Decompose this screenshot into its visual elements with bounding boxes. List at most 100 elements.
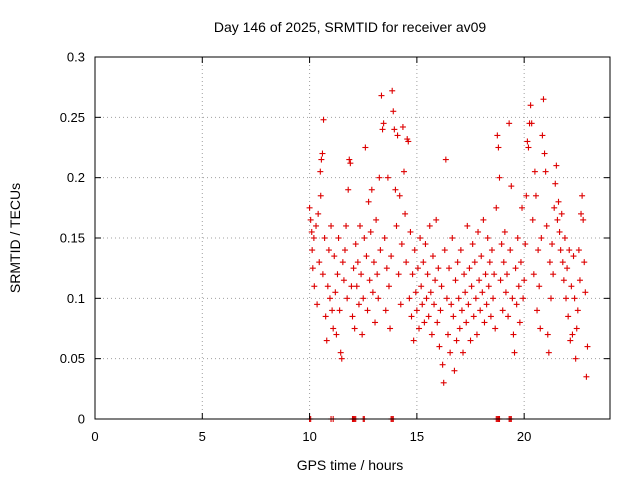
data-point: [358, 271, 365, 278]
data-point: [372, 319, 379, 326]
data-point: [486, 259, 493, 266]
x-axis-label: GPS time / hours: [297, 457, 404, 473]
data-point: [539, 132, 546, 139]
data-point: [427, 289, 434, 296]
data-point: [537, 325, 544, 332]
data-point: [383, 265, 390, 272]
data-point: [422, 241, 429, 248]
data-point: [521, 277, 528, 284]
data-point: [392, 186, 399, 193]
data-point: [575, 247, 582, 254]
data-point: [569, 331, 576, 338]
data-point: [555, 198, 562, 205]
data-point: [547, 295, 554, 302]
data-point: [444, 331, 451, 338]
data-point: [353, 283, 360, 290]
data-point: [340, 277, 347, 284]
data-point: [514, 235, 521, 241]
data-point: [334, 271, 341, 278]
data-point: [361, 235, 368, 241]
data-point: [475, 228, 482, 235]
data-point: [512, 265, 519, 272]
data-point: [476, 277, 483, 284]
y-tick-label: 0.15: [60, 231, 85, 246]
data-point: [570, 253, 577, 260]
data-point: [527, 102, 534, 109]
data-point: [363, 253, 370, 260]
data-point: [333, 331, 340, 338]
data-point: [542, 168, 549, 175]
data-point: [397, 301, 404, 308]
data-point: [440, 379, 447, 386]
chart-title: Day 146 of 2025, SRMTID for receiver av0…: [214, 19, 487, 35]
axis-ticks: 0 5 10 15 20 0 0.05 0.1 0.15 0.2 0.25 0.3: [60, 50, 610, 444]
data-point: [484, 235, 491, 241]
data-point: [431, 301, 438, 308]
data-point: [554, 216, 561, 223]
data-point: [311, 283, 318, 290]
data-point: [574, 307, 581, 314]
data-point: [313, 222, 320, 229]
data-point: [524, 138, 531, 145]
data-point: [349, 313, 356, 320]
data-point: [558, 210, 565, 217]
data-point: [318, 156, 325, 163]
data-point: [473, 331, 480, 338]
data-point: [316, 259, 323, 266]
data-point: [402, 210, 409, 217]
data-point: [544, 331, 551, 338]
x-tick-label: 10: [302, 429, 316, 444]
data-point: [581, 259, 588, 266]
data-point: [389, 87, 396, 94]
data-point: [307, 216, 314, 223]
data-point: [425, 313, 432, 320]
data-point: [408, 313, 415, 320]
data-point: [579, 192, 586, 199]
data-point: [467, 337, 474, 344]
data-point: [580, 216, 587, 223]
data-point: [540, 96, 547, 103]
x-tick-label: 5: [199, 429, 206, 444]
data-point: [323, 337, 330, 344]
data-point: [457, 247, 464, 254]
data-point: [519, 204, 526, 211]
data-point: [448, 301, 455, 308]
data-point: [369, 289, 376, 296]
data-point: [355, 301, 362, 308]
data-point: [419, 301, 426, 308]
y-tick-label: 0: [78, 412, 85, 427]
data-point: [454, 259, 461, 266]
data-point: [338, 355, 345, 362]
data-point: [491, 271, 498, 278]
data-point: [568, 283, 575, 290]
data-point: [583, 373, 590, 380]
data-point: [560, 277, 567, 284]
data-point: [381, 235, 388, 241]
data-point: [451, 367, 458, 374]
data-point: [507, 247, 514, 254]
data-point: [348, 283, 355, 290]
data-point: [506, 120, 513, 127]
data-point: [406, 295, 413, 302]
data-point: [534, 307, 541, 314]
data-point: [385, 283, 392, 290]
data-point: [424, 271, 431, 278]
data-point: [481, 319, 488, 326]
data-point: [478, 253, 485, 260]
data-point: [365, 198, 372, 205]
data-point: [576, 277, 583, 284]
data-point: [492, 325, 499, 332]
data-point: [470, 313, 477, 320]
data-point: [387, 325, 394, 332]
data-point: [463, 319, 470, 326]
data-point: [426, 222, 433, 229]
data-point: [564, 265, 571, 272]
data-point: [553, 162, 560, 169]
data-point: [347, 160, 354, 167]
data-point: [559, 259, 566, 266]
data-point: [432, 277, 439, 284]
y-tick-label: 0.25: [60, 110, 85, 125]
data-point: [339, 259, 346, 266]
data-point: [317, 168, 324, 175]
